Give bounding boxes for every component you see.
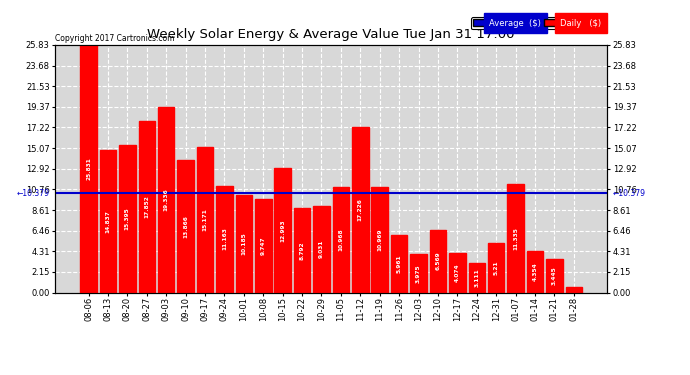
Bar — [80, 45, 97, 292]
Bar — [488, 243, 504, 292]
Text: 9.031: 9.031 — [319, 240, 324, 258]
Text: 5.961: 5.961 — [397, 255, 402, 273]
Text: 4.074: 4.074 — [455, 264, 460, 282]
Bar — [313, 206, 330, 292]
Bar — [449, 254, 466, 292]
Text: 25.831: 25.831 — [86, 157, 91, 180]
Text: 10.969: 10.969 — [377, 229, 382, 251]
Bar — [235, 195, 252, 292]
Bar — [255, 199, 271, 292]
Text: 17.226: 17.226 — [358, 198, 363, 221]
Bar — [275, 168, 291, 292]
Text: ←10.379: ←10.379 — [17, 189, 50, 198]
Bar — [177, 160, 194, 292]
Bar — [119, 145, 136, 292]
Bar — [546, 260, 563, 292]
Text: 4.354: 4.354 — [533, 262, 538, 281]
Bar — [294, 208, 310, 292]
Title: Weekly Solar Energy & Average Value Tue Jan 31 17:00: Weekly Solar Energy & Average Value Tue … — [148, 28, 515, 41]
Text: 14.837: 14.837 — [106, 210, 110, 233]
Bar — [333, 188, 349, 292]
Text: 3.445: 3.445 — [552, 267, 557, 285]
Text: 3.111: 3.111 — [474, 268, 480, 287]
Text: 11.335: 11.335 — [513, 227, 518, 250]
Bar — [197, 147, 213, 292]
Bar — [99, 150, 116, 292]
Bar — [566, 287, 582, 292]
Bar — [526, 251, 543, 292]
Bar — [139, 122, 155, 292]
Text: 13.866: 13.866 — [183, 214, 188, 237]
Text: Copyright 2017 Cartronics.com: Copyright 2017 Cartronics.com — [55, 33, 175, 42]
Text: 10.185: 10.185 — [241, 232, 246, 255]
Text: 6.569: 6.569 — [435, 252, 440, 270]
Text: 3.975: 3.975 — [416, 264, 421, 283]
Text: 5.21: 5.21 — [494, 260, 499, 275]
Text: 17.852: 17.852 — [144, 195, 149, 218]
Legend: Average  ($), Daily   ($): Average ($), Daily ($) — [471, 17, 603, 29]
Bar — [371, 188, 388, 292]
Bar — [352, 128, 368, 292]
Text: ←10.379: ←10.379 — [613, 189, 646, 198]
Bar — [158, 107, 175, 292]
Text: 11.163: 11.163 — [222, 228, 227, 251]
Text: 9.747: 9.747 — [261, 237, 266, 255]
Text: 19.336: 19.336 — [164, 189, 168, 211]
Bar — [469, 263, 485, 292]
Text: 15.395: 15.395 — [125, 207, 130, 230]
Bar — [411, 254, 427, 292]
Bar — [507, 184, 524, 292]
Bar — [391, 236, 407, 292]
Text: 12.993: 12.993 — [280, 219, 285, 242]
Text: 15.171: 15.171 — [203, 209, 208, 231]
Bar — [430, 230, 446, 292]
Text: 10.968: 10.968 — [338, 229, 344, 251]
Text: 8.792: 8.792 — [299, 241, 304, 260]
Bar — [216, 186, 233, 292]
